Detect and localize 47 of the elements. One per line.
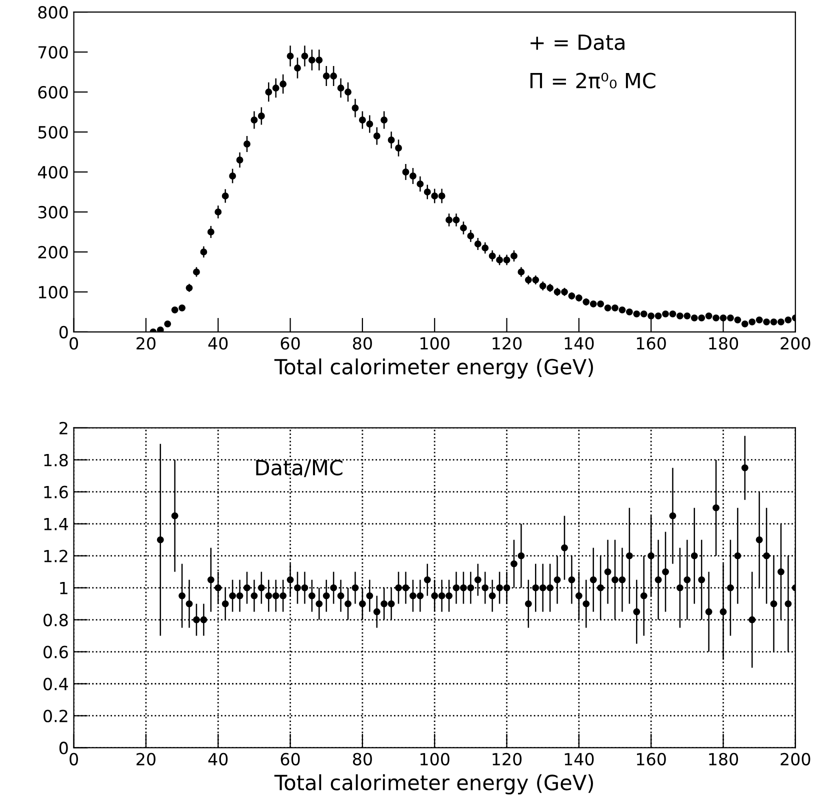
x-tick-label: 60 (280, 752, 300, 766)
x-tick-label: 140 (564, 337, 594, 350)
y-tick-label: 0.2 (44, 710, 68, 722)
x-tick-label: 120 (492, 752, 522, 766)
x-tick-label: 20 (136, 337, 156, 350)
y-tick-label: 800 (38, 6, 68, 19)
y-tick-label: 500 (38, 126, 68, 139)
x-tick-label: 140 (564, 752, 594, 766)
y-tick-label: 0 (59, 326, 68, 338)
x-tick-label: 20 (136, 752, 156, 766)
y-tick-label: 1.4 (44, 518, 68, 530)
y-tick-label: 600 (38, 86, 68, 99)
annotation: Data/MC (256, 460, 342, 478)
y-tick-label: 0 (59, 742, 68, 754)
y-tick-label: 0.6 (44, 646, 68, 658)
x-tick-label: 40 (208, 752, 228, 766)
y-tick-label: 1 (60, 582, 68, 594)
x-tick-label: 0 (70, 752, 78, 766)
x-tick-label: 80 (352, 337, 372, 350)
x-tick-label: 60 (280, 337, 300, 350)
x-tick-label: 160 (637, 337, 666, 350)
y-tick-label: 2 (60, 422, 68, 434)
x-tick-label: 160 (637, 752, 666, 766)
x-axis-title: Total calorimeter energy (GeV) (274, 774, 593, 794)
y-tick-label: 200 (38, 246, 68, 259)
annotation: Π = 2π⁰₀ MC (530, 72, 656, 89)
x-tick-label: 200 (780, 752, 810, 766)
annotation: + = Data (530, 34, 624, 50)
y-tick-label: 1.6 (44, 486, 68, 498)
x-tick-label: 80 (352, 752, 372, 766)
y-tick-label: 1.8 (44, 454, 68, 466)
x-tick-label: 180 (709, 752, 738, 766)
y-tick-label: 0.8 (44, 614, 68, 626)
y-tick-label: 700 (38, 46, 68, 59)
x-tick-label: 200 (780, 337, 810, 350)
y-tick-label: 0.4 (44, 678, 68, 690)
x-tick-label: 100 (420, 337, 450, 350)
y-tick-label: 1.2 (44, 550, 68, 562)
y-tick-label: 400 (38, 166, 68, 179)
y-tick-label: 300 (38, 206, 68, 219)
x-tick-label: 40 (208, 337, 228, 350)
x-tick-label: 180 (709, 337, 738, 350)
x-tick-label: 0 (70, 337, 78, 350)
y-tick-label: 100 (38, 286, 68, 298)
x-tick-label: 100 (420, 752, 450, 766)
x-tick-label: 120 (492, 337, 522, 350)
x-axis-title: Total calorimeter energy (GeV) (274, 358, 593, 379)
